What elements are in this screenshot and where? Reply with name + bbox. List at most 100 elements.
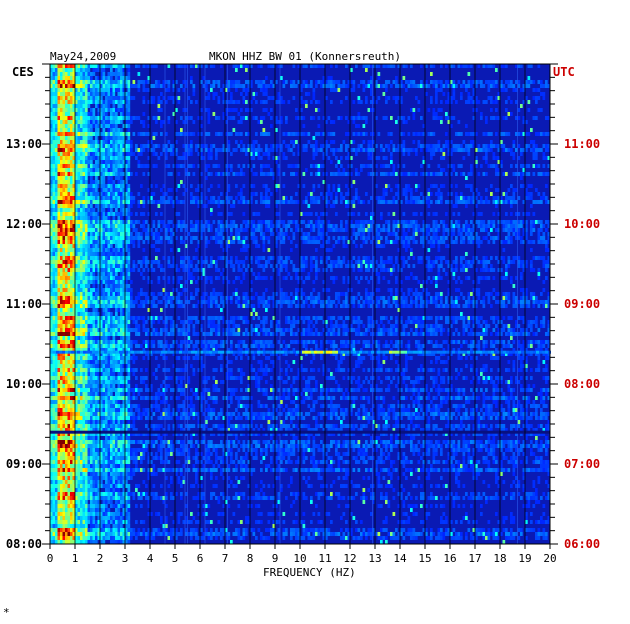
spectrogram-cell: [125, 100, 128, 104]
spectrogram-cell: [120, 196, 123, 200]
spectrogram-cell: [80, 160, 83, 164]
spectrogram-cell: [130, 148, 133, 152]
spectrogram-cell: [212, 260, 216, 264]
spectrogram-cell: [490, 164, 493, 168]
spectrogram-cell: [450, 232, 453, 236]
spectrogram-cell: [440, 64, 443, 68]
spectrogram-cell: [462, 200, 466, 204]
spectrogram-cell: [535, 200, 538, 204]
spectrogram-cell: [55, 92, 58, 96]
spectrogram-cell: [457, 232, 461, 236]
spectrogram-cell: [100, 264, 103, 268]
spectrogram-cell: [155, 152, 158, 156]
spectrogram-cell: [130, 288, 133, 292]
spectrogram-cell: [332, 264, 336, 268]
spectrogram-cell: [55, 200, 58, 204]
spectrogram-cell: [122, 224, 126, 228]
spectrogram-cell: [530, 268, 533, 272]
spectrogram-cell: [387, 224, 391, 228]
spectrogram-cell: [85, 124, 88, 128]
spectrogram-cell: [52, 268, 56, 272]
spectrogram-cell: [72, 232, 76, 236]
spectrogram-cell: [285, 120, 288, 124]
spectrogram-cell: [482, 268, 486, 272]
spectrogram-cell: [327, 248, 331, 252]
spectrogram-cell: [82, 68, 86, 72]
spectrogram-cell: [122, 88, 126, 92]
spectrogram-cell: [492, 84, 496, 88]
spectrogram-cell: [102, 92, 106, 96]
spectrogram-cell: [97, 212, 101, 216]
spectrogram-cell: [75, 128, 78, 132]
spectrogram-cell: [55, 168, 58, 172]
spectrogram-cell: [85, 288, 88, 292]
spectrogram-cell: [132, 200, 136, 204]
spectrogram-cell: [322, 164, 326, 168]
spectrogram-cell: [320, 64, 323, 68]
spectrogram-cell: [57, 124, 61, 128]
spectrogram-cell: [245, 256, 248, 260]
spectrogram-cell: [137, 240, 141, 244]
spectrogram-cell: [250, 152, 253, 156]
spectrogram-cell: [302, 100, 306, 104]
spectrogram-cell: [280, 228, 283, 232]
spectrogram-cell: [70, 144, 73, 148]
spectrogram-cell: [85, 120, 88, 124]
spectrogram-cell: [87, 164, 91, 168]
spectrogram-cell: [252, 236, 256, 240]
spectrogram-cell: [315, 212, 318, 216]
spectrogram-cell: [507, 84, 511, 88]
spectrogram-cell: [380, 264, 383, 268]
spectrogram-cell: [60, 128, 63, 132]
spectrogram-cell: [360, 100, 363, 104]
spectrogram-cell: [517, 212, 521, 216]
spectrogram-cell: [107, 124, 111, 128]
spectrogram-cell: [540, 108, 543, 112]
spectrogram-cell: [75, 216, 78, 220]
spectrogram-cell: [387, 220, 391, 224]
spectrogram-cell: [70, 280, 73, 284]
spectrogram-cell: [72, 272, 76, 276]
spectrogram-cell: [200, 256, 203, 260]
spectrogram-cell: [407, 264, 411, 268]
spectrogram-cell: [267, 204, 271, 208]
spectrogram-cell: [295, 228, 298, 232]
spectrogram-cell: [532, 212, 536, 216]
spectrogram-cell: [80, 248, 83, 252]
spectrogram-cell: [200, 152, 203, 156]
spectrogram-cell: [60, 152, 63, 156]
spectrogram-cell: [485, 160, 488, 164]
spectrogram-cell: [470, 228, 473, 232]
spectrogram-cell: [447, 152, 451, 156]
spectrogram-cell: [87, 284, 91, 288]
spectrogram-cell: [205, 88, 208, 92]
spectrogram-cell: [520, 164, 523, 168]
spectrogram-cell: [410, 248, 413, 252]
spectrogram-cell: [535, 96, 538, 100]
spectrogram-cell: [227, 260, 231, 264]
spectrogram-cell: [100, 64, 103, 68]
spectrogram-cell: [462, 264, 466, 268]
spectrogram-cell: [67, 164, 71, 168]
spectrogram-cell: [100, 236, 103, 240]
spectrogram-cell: [75, 76, 78, 80]
spectrogram-cell: [232, 220, 236, 224]
spectrogram-cell: [110, 240, 113, 244]
spectrogram-cell: [505, 272, 508, 276]
spectrogram-cell: [542, 156, 546, 160]
spectrogram-cell: [390, 260, 393, 264]
spectrogram-cell: [375, 236, 378, 240]
spectrogram-cell: [265, 184, 268, 188]
spectrogram-cell: [490, 140, 493, 144]
spectrogram-cell: [150, 196, 153, 200]
spectrogram-cell: [297, 152, 301, 156]
spectrogram-cell: [470, 168, 473, 172]
spectrogram-cell: [327, 192, 331, 196]
spectrogram-cell: [127, 248, 131, 252]
spectrogram-cell: [240, 92, 243, 96]
spectrogram-cell: [247, 224, 251, 228]
spectrogram-cell: [277, 100, 281, 104]
spectrogram-cell: [120, 248, 123, 252]
spectrogram-cell: [87, 216, 91, 220]
spectrogram-cell: [432, 232, 436, 236]
